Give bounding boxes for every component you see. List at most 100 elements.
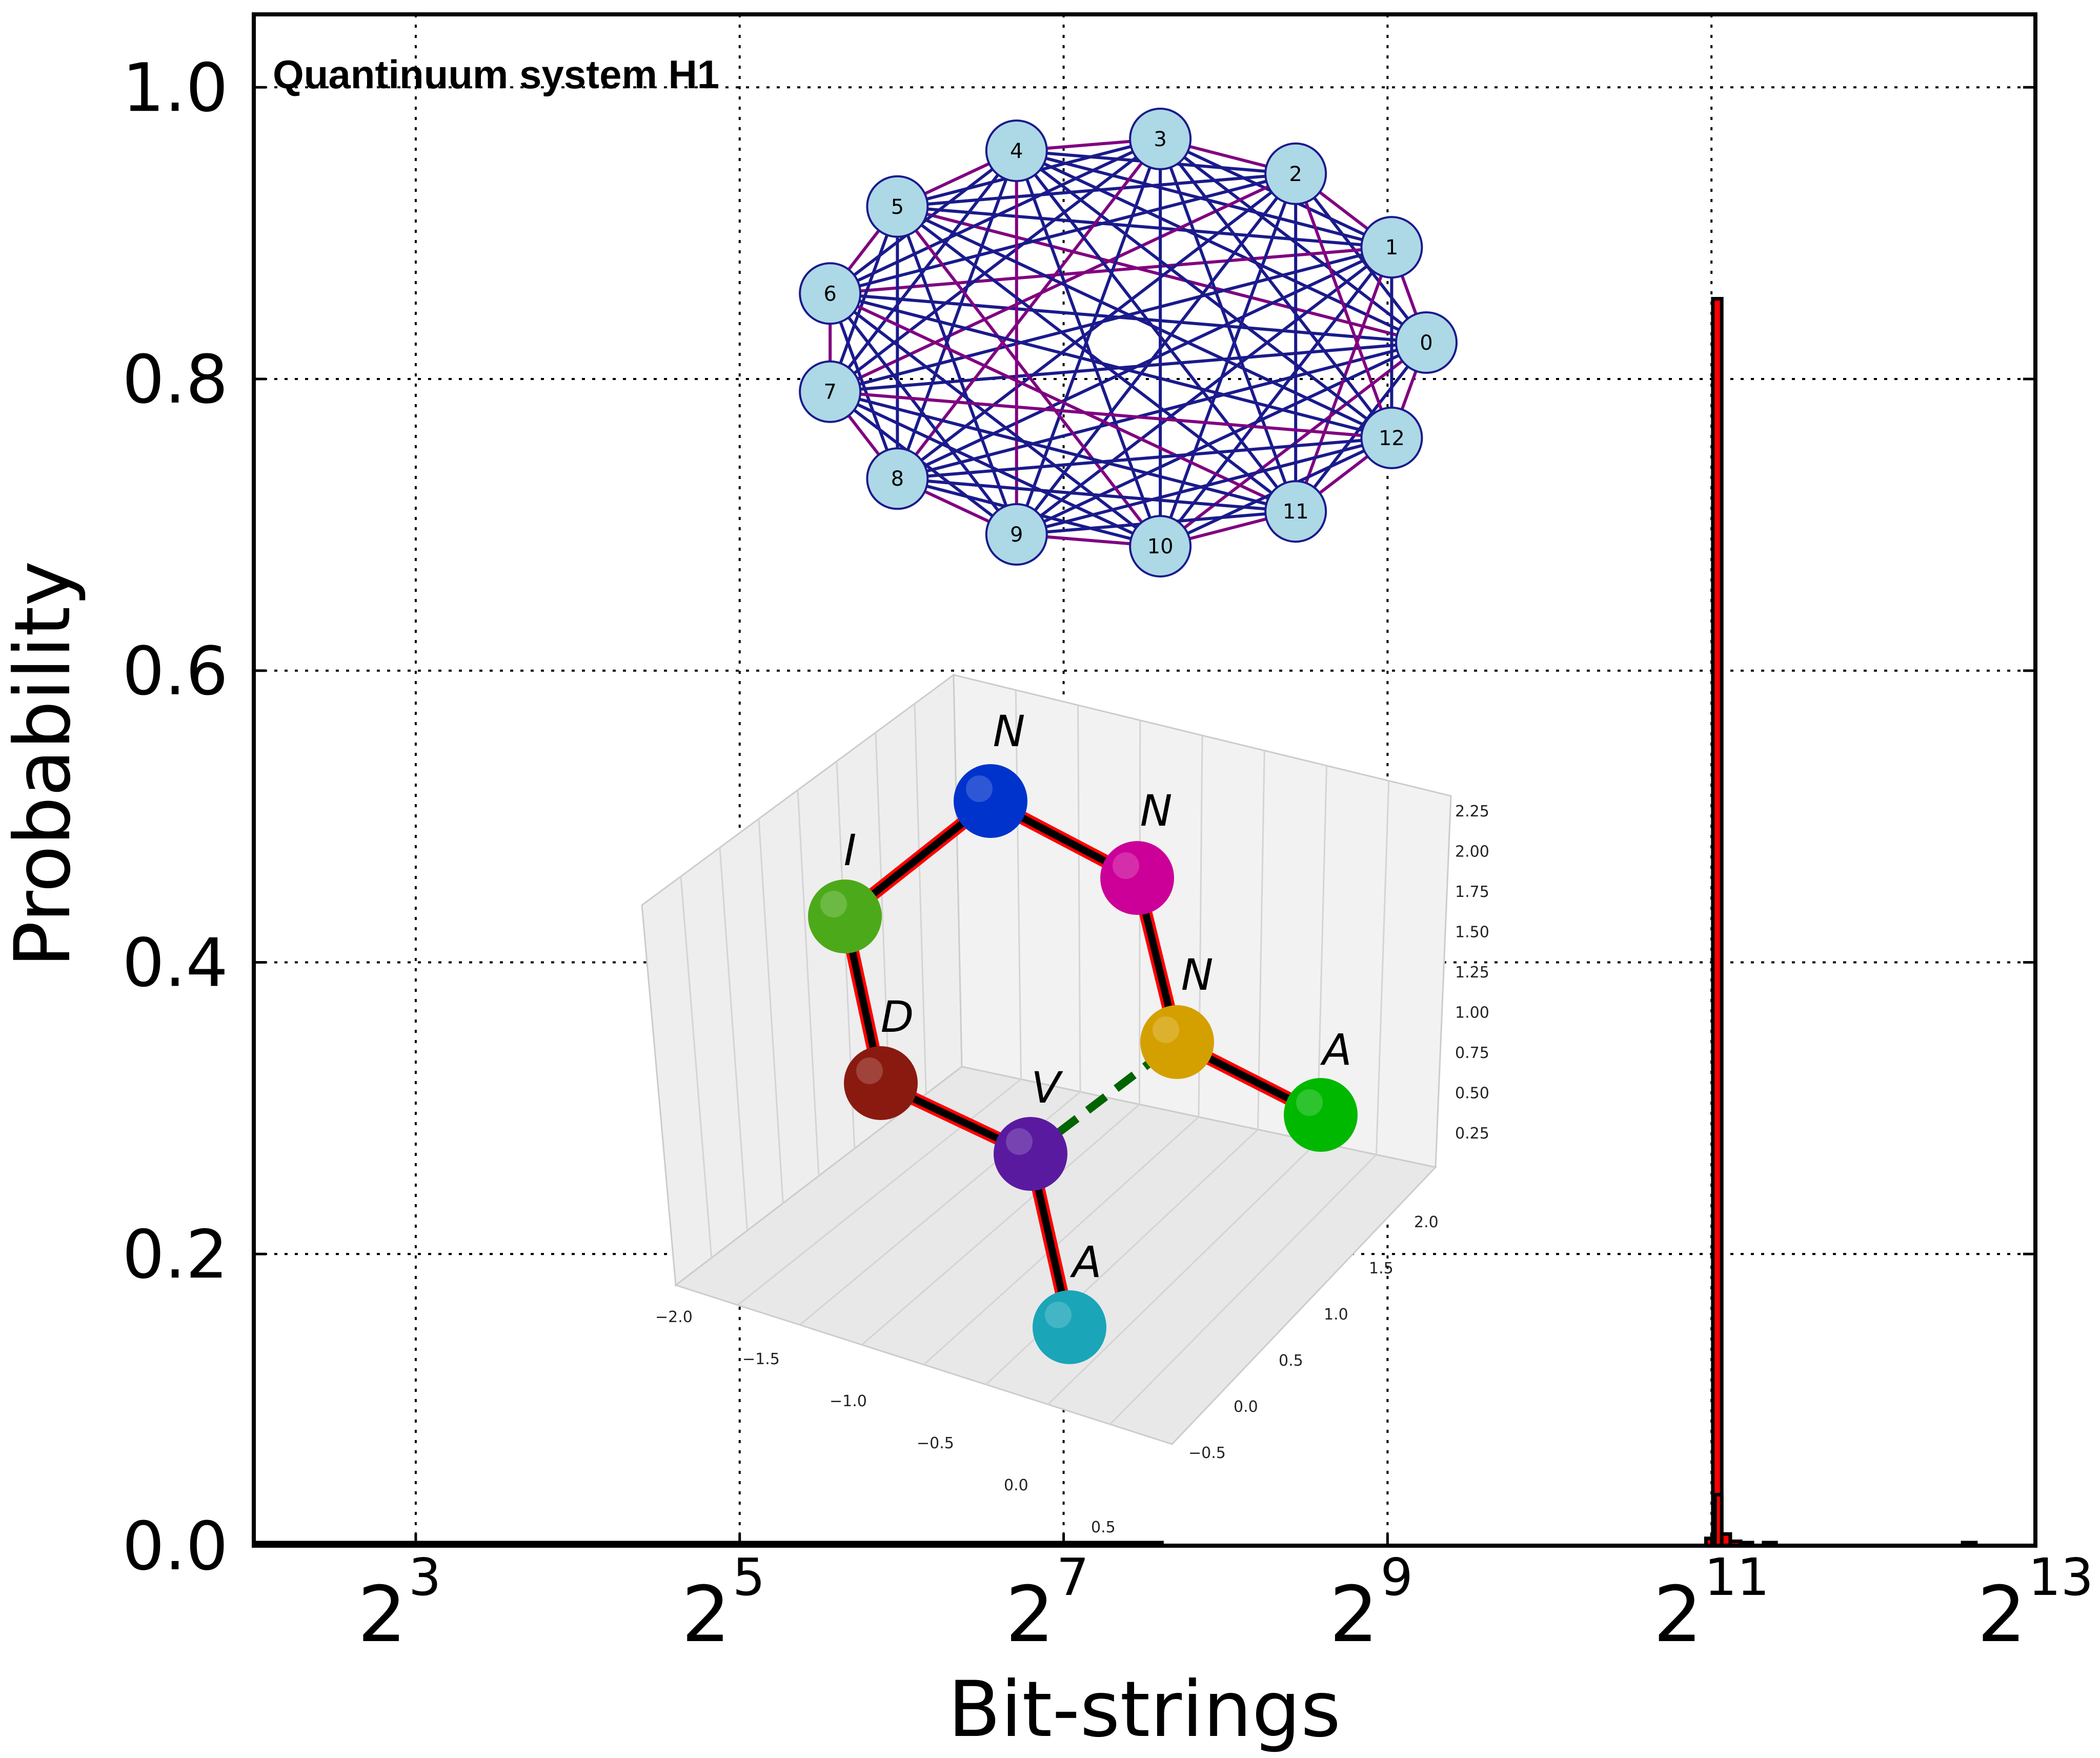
- x-tick-exponent: 3: [409, 1547, 441, 1607]
- graph-edge: [830, 172, 1296, 295]
- pane-gridline: [680, 876, 713, 1258]
- atom-highlight: [1006, 1128, 1033, 1155]
- x-tick-label: 2: [1329, 1570, 1378, 1660]
- graph-node-label: 4: [1010, 139, 1023, 163]
- graph-node-label: 1: [1385, 236, 1398, 259]
- graph-edge: [1294, 342, 1428, 513]
- atom: [1033, 1290, 1106, 1364]
- graph-edge: [896, 205, 1297, 513]
- atom-highlight: [1113, 852, 1139, 879]
- x-tick-label: 0.0: [1004, 1476, 1028, 1494]
- pane-gridline: [719, 847, 748, 1231]
- graph-node-label: 2: [1289, 163, 1302, 186]
- graph-node-label: 7: [823, 381, 836, 404]
- x-tick-label: −0.5: [917, 1434, 954, 1452]
- y-tick-label: −0.5: [1188, 1444, 1226, 1462]
- y-tick-label: 0.0: [1234, 1398, 1258, 1416]
- graph-edge: [897, 205, 1392, 440]
- plot-frame: [252, 12, 2037, 1548]
- atom-label: V: [1031, 1063, 1063, 1113]
- x-tick-label: −2.0: [655, 1308, 693, 1326]
- atom: [1140, 1005, 1214, 1079]
- x-axis-title: Bit-strings: [948, 1665, 1341, 1754]
- y-tick-label: 0.8: [122, 341, 228, 418]
- graph-edge: [1015, 172, 1297, 535]
- bar: [1711, 297, 1724, 1546]
- graph-edge: [896, 205, 1162, 547]
- graph-edge: [1016, 149, 1392, 249]
- y-tick-label: 0.2: [122, 1215, 228, 1293]
- graph-edge: [829, 206, 899, 392]
- graph-edge: [1294, 247, 1394, 512]
- z-tick-label: 0.50: [1455, 1085, 1489, 1103]
- y-axis-ticks: 0.0 0.2 0.4 0.6 0.8 1.0: [122, 49, 2035, 1585]
- y-axis-title: Probability: [0, 561, 88, 968]
- x-tick-label: 2: [1977, 1570, 2026, 1660]
- graph-edge: [896, 206, 1018, 535]
- graph-edge: [896, 150, 1018, 480]
- graph-inset-title: Quantinuum system H1: [273, 52, 719, 97]
- graph-node-label: 5: [891, 195, 904, 219]
- graph-edge: [829, 390, 1161, 548]
- graph-edge: [1016, 341, 1427, 536]
- graph-edge: [896, 172, 1297, 480]
- pane-gridline: [1257, 750, 1265, 1130]
- x-tick-label: 2: [681, 1570, 730, 1660]
- graph-node-label: 3: [1154, 128, 1166, 151]
- graph-edge: [897, 172, 1296, 208]
- graph-edge: [829, 292, 1297, 513]
- graph-node: [1129, 515, 1192, 578]
- graph-edge: [1015, 149, 1393, 440]
- z-tick-label: 0.75: [1455, 1044, 1489, 1062]
- graph-edge: [1159, 341, 1427, 548]
- atom-highlight: [966, 775, 993, 802]
- graph-edge: [1294, 173, 1394, 438]
- graph-node-label: 12: [1379, 427, 1405, 450]
- graph-edge: [1294, 172, 1428, 344]
- pane-gridline: [1376, 781, 1390, 1155]
- molecule-axes-box: [641, 673, 1452, 1445]
- graph-node-label: 10: [1147, 535, 1174, 558]
- atom-label: N: [993, 706, 1025, 756]
- graph-node: [985, 119, 1048, 182]
- atom-label: N: [1181, 950, 1214, 1000]
- y-tick-label: 0.6: [122, 632, 228, 710]
- graph-node: [866, 175, 929, 238]
- pane-gridline: [914, 704, 927, 1094]
- graph-edge: [897, 477, 1296, 513]
- graph-edge: [897, 205, 1392, 249]
- atom: [1284, 1078, 1358, 1152]
- pane-gridline: [923, 1116, 1200, 1366]
- graph-edge: [1015, 150, 1162, 547]
- graph-edge: [1016, 436, 1392, 536]
- graph-node: [1395, 311, 1458, 374]
- graph-node: [985, 503, 1048, 566]
- z-tick-label: 1.50: [1455, 924, 1489, 942]
- graph-edge: [830, 246, 1392, 393]
- atom: [1100, 841, 1174, 915]
- y-tick-label: 2.0: [1414, 1213, 1439, 1231]
- atom-label: D: [881, 992, 914, 1042]
- graph-edge: [1159, 137, 1427, 344]
- graph-edge: [1159, 138, 1297, 512]
- atom-highlight: [856, 1057, 883, 1084]
- z-tick-label: 1.25: [1455, 964, 1489, 982]
- z-tick-label: 0.25: [1455, 1125, 1489, 1143]
- pane-gridline: [797, 790, 820, 1176]
- atom-highlight: [1296, 1089, 1323, 1116]
- atom-highlight: [1153, 1016, 1179, 1043]
- graph-node-label: 6: [823, 282, 836, 306]
- x-tick-label: −1.0: [830, 1392, 867, 1410]
- z-tick-label: 1.75: [1455, 883, 1489, 901]
- graph-edge: [897, 246, 1392, 480]
- atom-label: I: [844, 825, 857, 875]
- molecule-axis-ticks: 2.25 2.00 1.75 1.50 1.25 1.00 0.75 0.50 0.25 −2.0…: [655, 803, 1489, 1536]
- atom: [808, 880, 882, 953]
- pane-gridline: [1047, 1141, 1318, 1405]
- atom: [954, 764, 1027, 838]
- atom-label: A: [1320, 1025, 1351, 1075]
- atom-highlight: [1045, 1302, 1072, 1328]
- z-tick-label: 2.00: [1455, 843, 1489, 861]
